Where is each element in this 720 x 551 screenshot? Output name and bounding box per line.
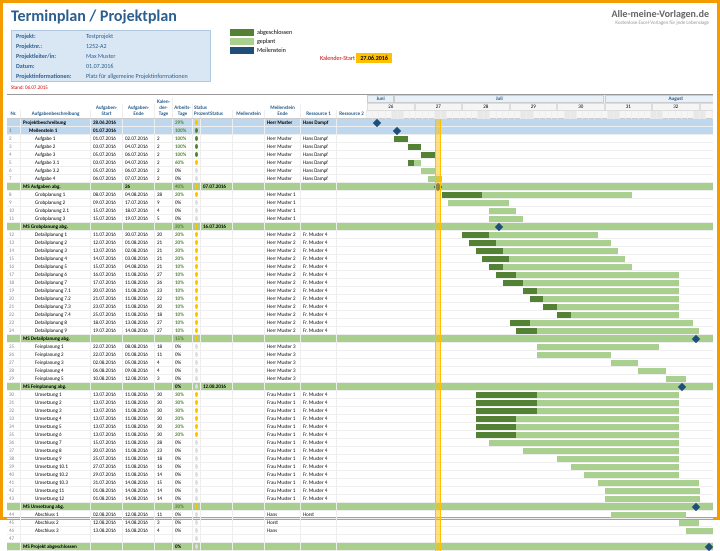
task-row[interactable]: 13Detailplanung 212.07.201601.08.2016212… [7,239,367,247]
task-row[interactable]: 30Umsetzung 113.07.201611.08.20163030%Fr… [7,391,367,399]
task-row[interactable]: 37Umsetzung 820.07.201611.08.2016230%Fra… [7,447,367,455]
column-header[interactable]: Aufgaben-Start [91,104,123,118]
task-row[interactable]: 1Meilenstein 101.07.2016100% [7,127,367,135]
page-title: Terminplan / Projektplan [11,7,177,26]
task-row[interactable]: 46Abschluss 313.08.201616.08.201640%Hans [7,527,367,535]
task-row[interactable]: 26Feinplanung 222.07.201601.08.2016110%H… [7,351,367,359]
task-row[interactable]: MS Feinplanung abg.0%12.08.2016 [7,383,367,391]
task-row[interactable]: 25Feinplanung 122.07.201608.08.2016180%H… [7,343,367,351]
column-header[interactable]: Ressource 2 [337,110,367,118]
task-row[interactable]: MS Aufgaben abg.2640%07.07.2016 [7,183,367,191]
task-row[interactable]: 14Detailplanung 313.07.201602.08.2016212… [7,247,367,255]
calendar-start: Kalender-Start 27.06.2016 [320,54,392,62]
task-row[interactable]: 10Grobplanung 2.115.07.201618.07.201640%… [7,207,367,215]
legend: abgeschlossengeplantMeilenstein [230,28,292,55]
task-row[interactable]: 5Aufgabe 3.103.07.201604.07.2016260%Herr… [7,159,367,167]
task-row[interactable]: MS Detailplanung abg.15% [7,335,367,343]
task-row[interactable]: 42Umsetzung 1101.08.201614.08.2016140%Fr… [7,487,367,495]
task-row[interactable]: MS Grobplanung abg.20%16.07.2016 [7,223,367,231]
task-row[interactable]: 45Abschluss 212.08.201614.08.201630%Hors… [7,519,367,527]
gantt-chart: Nr.AufgabenbeschreibungAufgaben-StartAuf… [7,94,713,551]
stand-label: Stand: [11,85,24,91]
task-row[interactable]: 33Umsetzung 413.07.201611.08.20163020%Fr… [7,415,367,423]
column-header[interactable]: Ressource 1 [301,110,337,118]
task-row[interactable]: 24Detailplanung 919.07.201614.08.2016271… [7,327,367,335]
column-header[interactable]: Meilenstein Ende [265,104,301,118]
task-row[interactable]: 20Detailplanung 7.221.07.201611.08.20162… [7,295,367,303]
task-row[interactable]: 8Grobplanung 108.07.201604.08.20162820%H… [7,191,367,199]
column-header[interactable]: Status [201,110,233,118]
task-row[interactable]: 7Aufgabe 406.07.201607.07.201620%Herr Mu… [7,175,367,183]
logo: Alle-meine-Vorlagen.de Kostenlose Excel-… [611,7,709,26]
task-row[interactable]: 28Feinplanung 406.08.201609.08.201640%He… [7,367,367,375]
task-row[interactable]: 31Umsetzung 213.07.201611.08.20163030%Fr… [7,399,367,407]
project-info-box: Projekt:Testprojekt Projektnr.:1252-A2 P… [11,30,211,82]
task-row[interactable]: 32Umsetzung 313.07.201611.08.20163030%Fr… [7,407,367,415]
task-row[interactable]: 11Grobplanung 315.07.201619.07.201650%He… [7,215,367,223]
task-row[interactable]: 21Detailplanung 7.323.07.201611.08.20162… [7,303,367,311]
task-row[interactable]: 38Umsetzung 925.07.201611.08.2016180%Fra… [7,455,367,463]
task-row[interactable]: 4Aufgabe 305.07.201606.07.20162100%Herr … [7,151,367,159]
task-row[interactable]: Projektbeschreibung28.06.201629%Herr Mus… [7,119,367,127]
stand-value: 06.07.2015 [25,85,48,91]
task-row[interactable]: 17Detailplanung 616.07.201611.08.2016271… [7,271,367,279]
task-row[interactable]: 43Umsetzung 1201.08.201614.08.2016140%Fr… [7,495,367,503]
column-header[interactable]: Aufgabenbeschreibung [21,110,91,118]
task-row[interactable]: 39Umsetzung 10.127.07.201611.08.2016160%… [7,463,367,471]
task-row[interactable]: MS Umsetzung abg.20% [7,503,367,511]
task-row[interactable]: 44Abschluss 102.08.201612.08.2016110%Han… [7,511,367,519]
column-header[interactable]: Meilenstein [233,110,265,118]
task-row[interactable]: 40Umsetzung 10.229.07.201611.08.2016140%… [7,471,367,479]
task-row[interactable]: 3Aufgabe 203.07.201604.07.20162100%Herr … [7,143,367,151]
task-row[interactable]: 15Detailplanung 414.07.201603.08.2016212… [7,255,367,263]
column-header[interactable]: Kalen-der-Tage [155,98,173,118]
column-header[interactable]: Arbeits-Tage [173,104,193,118]
task-row[interactable]: 41Umsetzung 10.331.07.201614.08.2016150%… [7,479,367,487]
column-header[interactable]: Aufgaben-Ende [123,104,155,118]
task-row[interactable]: 34Umsetzung 513.07.201611.08.20163020%Fr… [7,423,367,431]
column-header[interactable]: Status Prozent [193,104,201,118]
task-row[interactable]: 36Umsetzung 715.07.201611.08.2016280%Fra… [7,439,367,447]
task-row[interactable]: 6Aufgabe 3.205.07.201606.07.201620%Herr … [7,167,367,175]
task-row[interactable]: 47 [7,535,367,543]
task-row[interactable]: 22Detailplanung 7.425.07.201611.08.20161… [7,311,367,319]
task-row[interactable]: 9Grobplanung 209.07.201617.07.201690%Her… [7,199,367,207]
task-row[interactable]: 18Detailplanung 717.07.201611.08.2016261… [7,279,367,287]
task-row[interactable]: 27Feinplanung 302.08.201605.08.201640%He… [7,359,367,367]
task-row[interactable]: 19Detailplanung 7.120.07.201611.08.20162… [7,287,367,295]
task-row[interactable]: 29Feinplanung 510.08.201612.08.201630%He… [7,375,367,383]
task-row[interactable]: MS Projekt abgeschlossen0% [7,543,367,551]
today-marker [435,119,441,551]
task-row[interactable]: 23Detailplanung 818.07.201613.08.2016271… [7,319,367,327]
task-row[interactable]: 2Aufgabe 101.07.201602.07.20162100%Herr … [7,135,367,143]
column-header[interactable]: Nr. [7,110,21,118]
task-row[interactable]: 16Detailplanung 515.07.201604.08.2016211… [7,263,367,271]
task-row[interactable]: 35Umsetzung 613.07.201611.08.20163020%Fr… [7,431,367,439]
task-row[interactable]: 12Detailplanung 111.07.201630.07.2016202… [7,231,367,239]
